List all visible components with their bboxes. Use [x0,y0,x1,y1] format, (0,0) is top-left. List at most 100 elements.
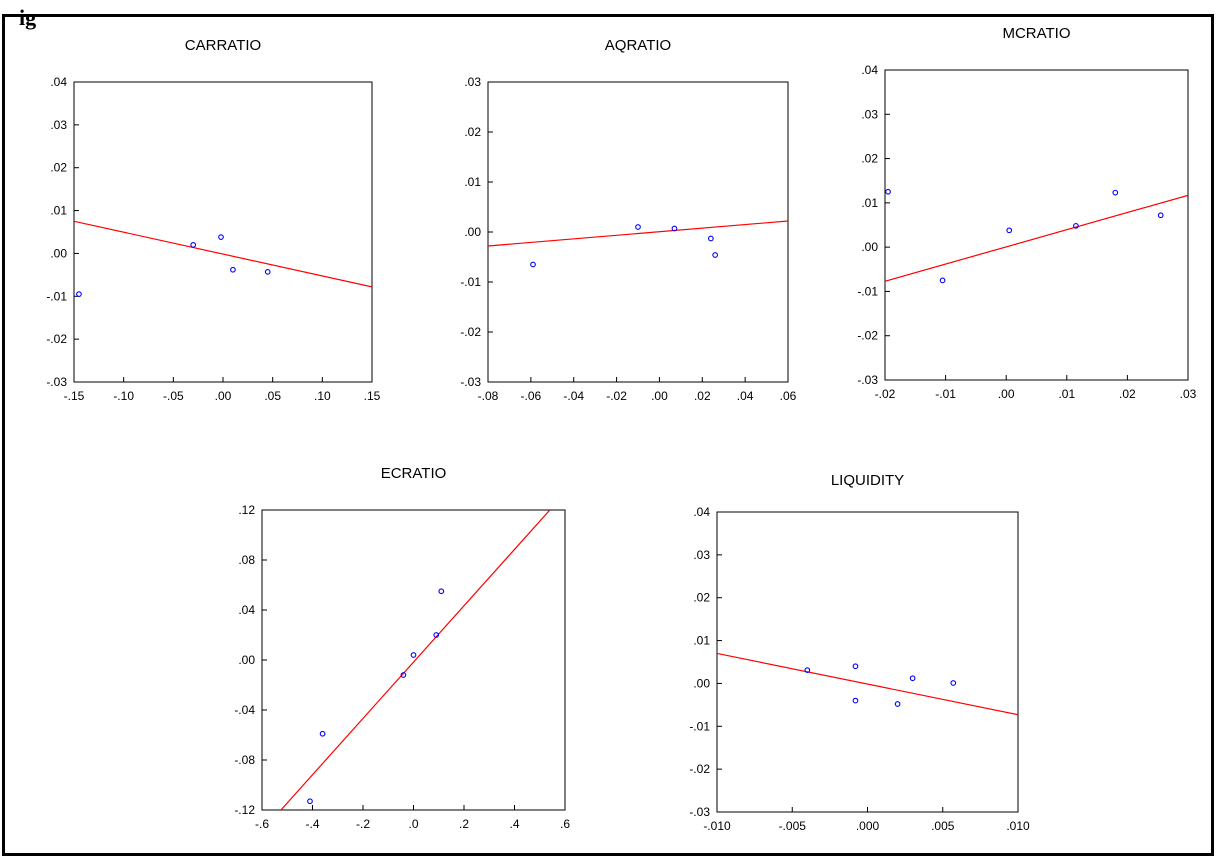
y-tick-label: -.01 [46,289,67,303]
fit-line [74,220,372,288]
y-tick-label: -.01 [689,719,710,733]
data-point [76,291,82,297]
chart-title: LIQUIDITY [831,472,904,489]
y-tick-label: .00 [50,246,67,260]
y-tick-label: -.08 [234,753,255,767]
y-tick-label: -.03 [689,805,710,819]
y-tick-label: .01 [464,175,481,189]
chart-title: AQRATIO [605,37,671,54]
y-tick-label: .04 [238,603,255,617]
y-tick-label: -.02 [46,332,67,346]
x-tick-label: -.4 [305,817,319,831]
data-point [1112,189,1119,196]
fit-line [280,510,551,810]
plot-frame [261,509,566,811]
y-tick-label: .00 [238,653,255,667]
data-point [804,667,811,673]
figure-frame: ig [2,5,1214,856]
y-tick-label: .04 [861,63,878,77]
y-tick-label: .03 [50,118,67,132]
data-point [400,672,407,678]
data-point [190,242,197,248]
scatter-panel-ecratio: ECRATIO .12 .08 .04 .00 -.04 -.08 -.12-.6 -.4 -.2… [234,465,570,831]
y-tick-label: -.01 [857,284,878,298]
y-tick-label: -.12 [234,803,255,817]
data-point [438,588,445,595]
y-tick-label: .01 [693,634,710,648]
x-tick-label: .00 [998,387,1015,401]
x-tick-label: .03 [1180,387,1197,401]
data-point [708,235,714,242]
data-point [852,697,859,704]
scatter-panel-carratio: CARRATIO .04 .03 .02 .01 .00 -.01 -.02 -.03-.15 -… [46,37,380,403]
x-tick-label: .04 [737,389,754,403]
fit-line [488,220,788,247]
y-tick-label: .03 [861,107,878,121]
data-point [1006,227,1013,234]
figure-header-text: ig [19,5,37,30]
x-tick-label: .2 [459,817,469,831]
data-point [712,252,718,258]
y-tick-label: .03 [693,548,710,562]
x-tick-label: .0 [408,817,418,831]
x-tick-label: .06 [780,389,797,403]
plot-frame [73,81,373,383]
x-tick-label: .4 [509,817,519,831]
x-tick-label: -.10 [113,389,134,403]
y-tick-label: .00 [464,225,481,239]
x-tick-label: -.15 [64,389,85,403]
x-tick-label: .6 [560,817,570,831]
data-point [671,225,678,232]
plot-frame [487,81,789,383]
y-tick-label: .03 [464,75,481,89]
chart-title: MCRATIO [1002,25,1070,42]
data-point [319,730,326,737]
data-point [307,798,313,805]
x-tick-label: -.005 [779,819,807,833]
data-point [852,663,859,670]
scatter-panel-mcratio: MCRATIO.04.03.02.01.00-.01-.02-.03-.02 -.… [857,25,1196,401]
data-point [939,277,946,284]
y-tick-label: .02 [693,591,710,605]
y-tick-label: .02 [861,152,878,166]
plot-frame [884,69,1189,381]
x-tick-label: .15 [364,389,381,403]
x-tick-label: .00 [651,389,668,403]
x-tick-label: -.04 [563,389,584,403]
scatter-panel-aqratio: AQRATIO .03 .02 .01 .00 -.01 -.02 -.03-.08 -.06 -… [460,37,796,403]
x-tick-label: .00 [215,389,232,403]
x-tick-label: -.2 [356,817,370,831]
y-tick-label: -.03 [46,375,67,389]
y-tick-label: .04 [50,75,67,89]
x-tick-label: .01 [1058,387,1075,401]
x-tick-label: -.02 [875,387,896,401]
x-tick-label: -.010 [703,819,731,833]
y-tick-label: .02 [50,161,67,175]
y-tick-label: -.02 [460,325,481,339]
data-point [230,266,236,273]
y-tick-label: .12 [238,503,255,517]
data-point [909,675,916,682]
y-tick-label: .01 [50,204,67,218]
data-point [264,269,271,275]
x-tick-label: -.02 [606,389,627,403]
chart-title: ECRATIO [381,465,447,482]
x-tick-label: -.6 [255,817,269,831]
y-tick-label: -.03 [460,375,481,389]
x-tick-label: -.08 [478,389,499,403]
plot-frame [716,511,1019,813]
x-tick-label: .10 [314,389,331,403]
y-tick-label: .00 [693,676,710,690]
data-point [530,261,536,268]
data-point [218,234,224,240]
x-tick-label: -.06 [521,389,542,403]
y-tick-label: .08 [238,553,255,567]
y-tick-label: -.02 [857,329,878,343]
x-tick-label: .000 [856,819,880,833]
y-tick-label: .02 [464,125,481,139]
scatter-panel-liquidity: LIQUIDITY .04 .03 .02 .01 .00 -.01 -.02 -.03-.01… [689,472,1030,833]
fit-line [717,652,1018,716]
y-tick-label: .01 [861,196,878,210]
x-tick-label: .02 [694,389,711,403]
